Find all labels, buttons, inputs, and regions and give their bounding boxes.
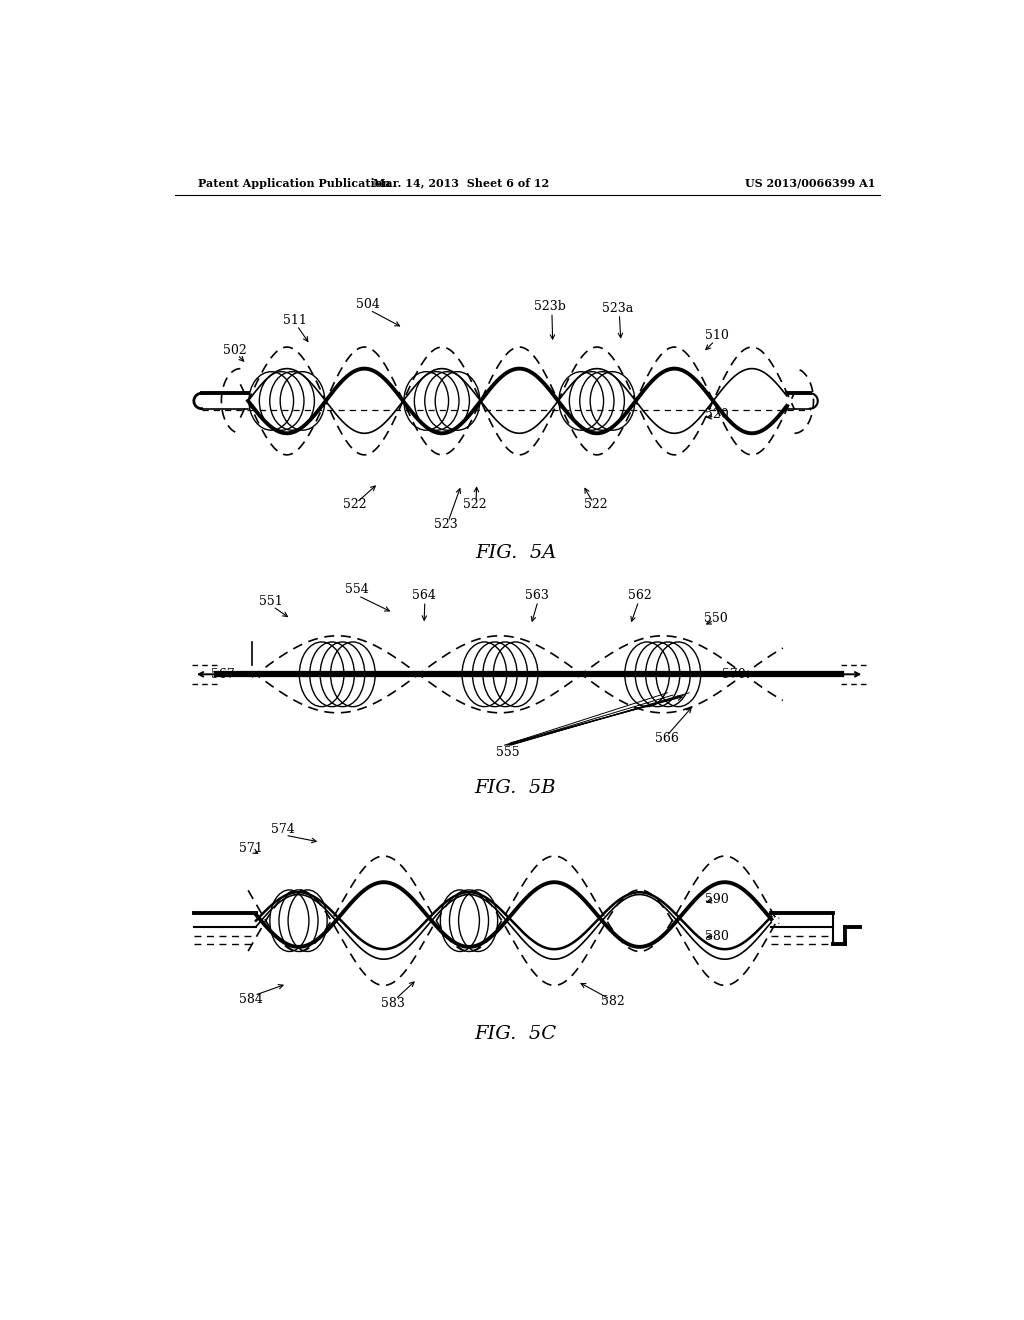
Text: 574: 574 [271,824,295,837]
Text: 523a: 523a [602,302,634,315]
Text: 566: 566 [654,733,679,746]
Text: 523b: 523b [535,300,566,313]
Text: 590: 590 [706,892,729,906]
Text: 550: 550 [703,612,727,626]
Text: 554: 554 [345,583,369,597]
Text: 571: 571 [239,842,262,855]
Text: FIG.  5B: FIG. 5B [475,779,556,797]
Text: FIG.  5A: FIG. 5A [475,544,556,561]
Text: 502: 502 [223,345,247,358]
Text: 504: 504 [356,298,380,312]
Text: 584: 584 [239,993,262,1006]
Text: FIG.  5C: FIG. 5C [474,1024,557,1043]
Text: 551: 551 [259,594,284,607]
Text: 522: 522 [463,499,486,511]
Text: 522: 522 [584,499,607,511]
Text: 511: 511 [283,314,306,326]
Text: 510: 510 [706,329,729,342]
Text: 520: 520 [706,408,729,421]
Text: 562: 562 [628,589,651,602]
Text: US 2013/0066399 A1: US 2013/0066399 A1 [744,178,876,189]
Text: 563: 563 [525,589,549,602]
Text: 582: 582 [600,995,625,1008]
Text: 580: 580 [706,929,729,942]
Text: 523: 523 [434,517,458,531]
Text: 567: 567 [211,668,234,681]
Text: 555: 555 [496,746,519,759]
Text: Mar. 14, 2013  Sheet 6 of 12: Mar. 14, 2013 Sheet 6 of 12 [373,178,549,189]
Text: 522: 522 [343,499,367,511]
Text: Patent Application Publication: Patent Application Publication [198,178,390,189]
Text: 564: 564 [412,589,436,602]
Text: 583: 583 [381,998,404,1010]
Text: 570: 570 [722,668,745,681]
